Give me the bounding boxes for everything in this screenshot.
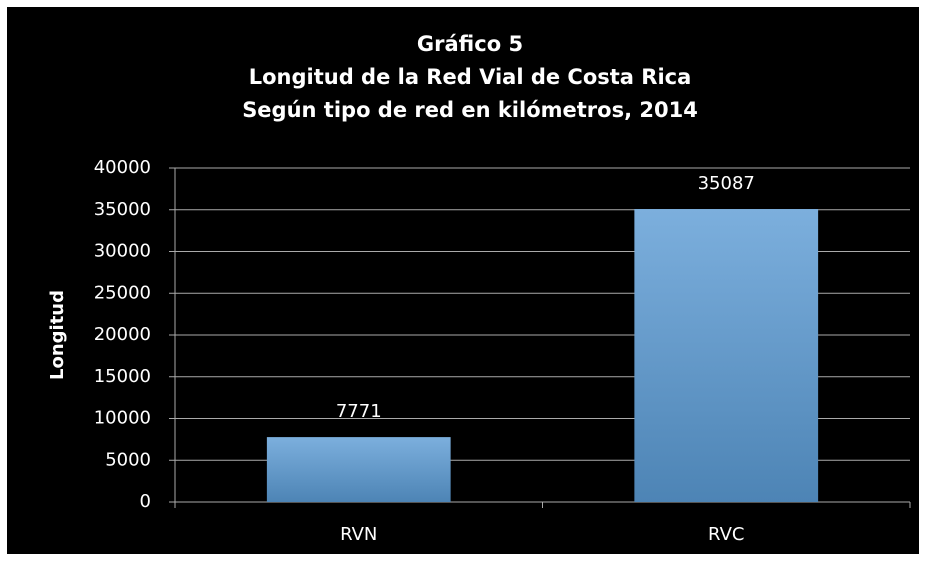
chart-title: Longitud de la Red Vial de Costa Rica	[249, 65, 692, 89]
y-tick-label: 30000	[94, 241, 151, 262]
data-label: 35087	[698, 173, 755, 194]
y-tick-label: 25000	[94, 282, 151, 303]
y-tick-label: 5000	[105, 449, 151, 470]
y-tick-label: 0	[140, 491, 151, 512]
y-tick-label: 20000	[94, 324, 151, 345]
chart-title: Según tipo de red en kilómetros, 2014	[242, 98, 698, 122]
data-label: 7771	[336, 401, 382, 422]
y-tick-label: 15000	[94, 366, 151, 387]
y-tick-label: 10000	[94, 408, 151, 429]
bar	[266, 437, 451, 502]
y-tick-label: 40000	[94, 157, 151, 178]
x-tick-label: RVC	[708, 524, 744, 545]
chart-title: Gráfico 5	[417, 32, 523, 56]
y-tick-label: 35000	[94, 199, 151, 220]
x-tick-label: RVN	[340, 524, 377, 545]
y-axis-label: Longitud	[47, 290, 68, 380]
bar	[634, 209, 819, 502]
